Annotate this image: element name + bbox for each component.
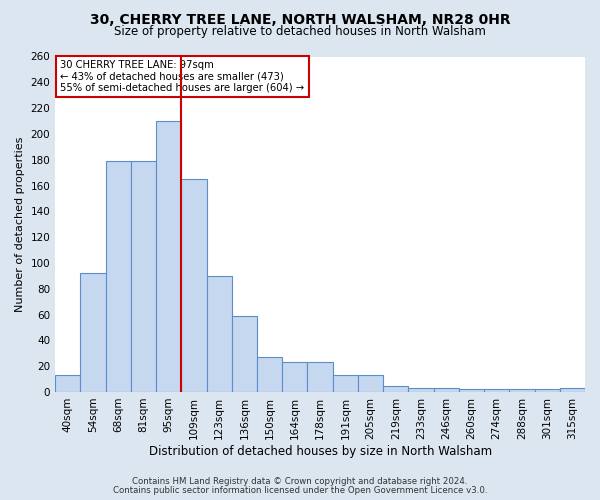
Bar bbox=[358, 375, 383, 392]
Bar bbox=[131, 161, 156, 392]
Text: Size of property relative to detached houses in North Walsham: Size of property relative to detached ho… bbox=[114, 25, 486, 38]
Bar bbox=[535, 390, 560, 392]
Text: Contains public sector information licensed under the Open Government Licence v3: Contains public sector information licen… bbox=[113, 486, 487, 495]
Text: 30 CHERRY TREE LANE: 97sqm
← 43% of detached houses are smaller (473)
55% of sem: 30 CHERRY TREE LANE: 97sqm ← 43% of deta… bbox=[61, 60, 305, 93]
Bar bbox=[55, 375, 80, 392]
Bar bbox=[80, 274, 106, 392]
Y-axis label: Number of detached properties: Number of detached properties bbox=[15, 136, 25, 312]
Bar bbox=[232, 316, 257, 392]
Bar bbox=[560, 388, 585, 392]
Bar bbox=[257, 357, 282, 392]
Bar bbox=[434, 388, 459, 392]
Bar bbox=[484, 390, 509, 392]
Bar bbox=[409, 388, 434, 392]
Text: Contains HM Land Registry data © Crown copyright and database right 2024.: Contains HM Land Registry data © Crown c… bbox=[132, 477, 468, 486]
Bar bbox=[509, 390, 535, 392]
Bar bbox=[307, 362, 332, 392]
Bar bbox=[459, 390, 484, 392]
Text: 30, CHERRY TREE LANE, NORTH WALSHAM, NR28 0HR: 30, CHERRY TREE LANE, NORTH WALSHAM, NR2… bbox=[89, 12, 511, 26]
Bar bbox=[156, 121, 181, 392]
Bar bbox=[332, 375, 358, 392]
X-axis label: Distribution of detached houses by size in North Walsham: Distribution of detached houses by size … bbox=[149, 444, 491, 458]
Bar bbox=[206, 276, 232, 392]
Bar bbox=[282, 362, 307, 392]
Bar bbox=[383, 386, 409, 392]
Bar bbox=[181, 179, 206, 392]
Bar bbox=[106, 161, 131, 392]
